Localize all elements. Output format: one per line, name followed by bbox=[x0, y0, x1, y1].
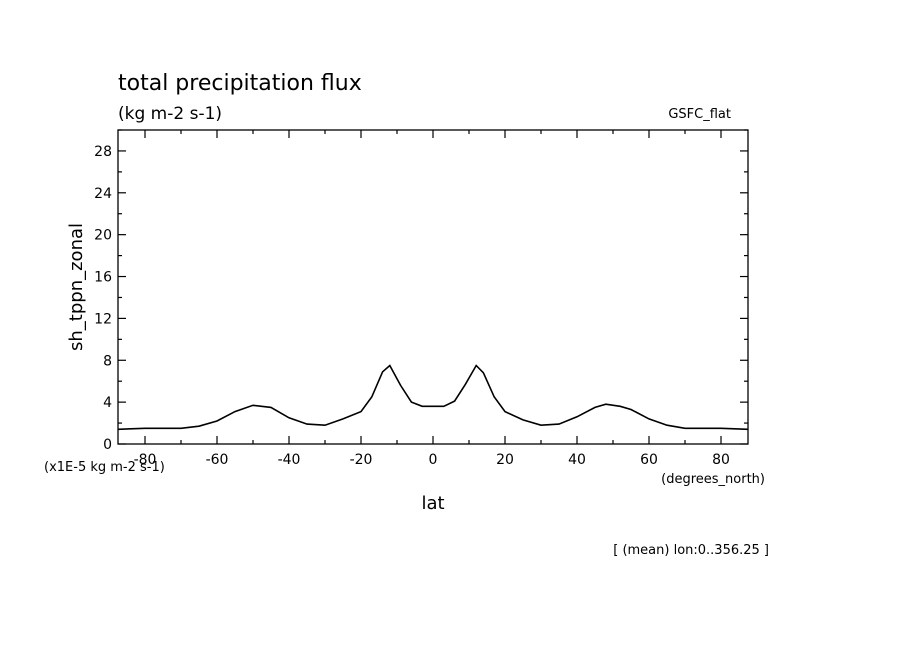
chart-title: total precipitation flux bbox=[118, 71, 362, 96]
x-axis-units: (degrees_north) bbox=[661, 472, 765, 487]
y-tick-label: 12 bbox=[94, 311, 112, 327]
y-tick-label: 28 bbox=[94, 144, 112, 160]
y-tick-label: 24 bbox=[94, 186, 112, 202]
y-tick-label: 16 bbox=[94, 270, 112, 286]
x-tick-label: 40 bbox=[568, 452, 586, 468]
x-tick-label: -80 bbox=[134, 452, 157, 468]
footnote: [ (mean) lon:0..356.25 ] bbox=[613, 543, 769, 558]
y-tick-label: 20 bbox=[94, 228, 112, 244]
plot-frame bbox=[117, 129, 749, 445]
x-tick-label: -20 bbox=[350, 452, 373, 468]
y-tick-label: 0 bbox=[103, 437, 112, 453]
x-tick-label: 60 bbox=[640, 452, 658, 468]
x-tick-labels: -80 -60 -40 -20 0 20 40 60 80 bbox=[134, 452, 730, 468]
series-line bbox=[117, 364, 749, 431]
axis-ticks bbox=[118, 129, 748, 445]
x-tick-label: 20 bbox=[496, 452, 514, 468]
y-tick-labels: 0 4 8 12 16 20 24 28 bbox=[94, 144, 112, 453]
y-axis-units: (x1E-5 kg m-2 s-1) bbox=[44, 460, 165, 475]
y-tick-label: 8 bbox=[103, 353, 112, 369]
y-tick-label: 4 bbox=[103, 395, 112, 411]
x-tick-label: -60 bbox=[206, 452, 229, 468]
x-axis-label: lat bbox=[421, 493, 444, 514]
x-tick-label: -40 bbox=[278, 452, 301, 468]
x-tick-label: 80 bbox=[712, 452, 730, 468]
model-label: GSFC_flat bbox=[668, 107, 731, 122]
chart-subtitle: (kg m-2 s-1) bbox=[118, 104, 222, 124]
y-axis-label: sh_tppn_zonal bbox=[66, 223, 87, 351]
x-tick-label: 0 bbox=[429, 452, 438, 468]
